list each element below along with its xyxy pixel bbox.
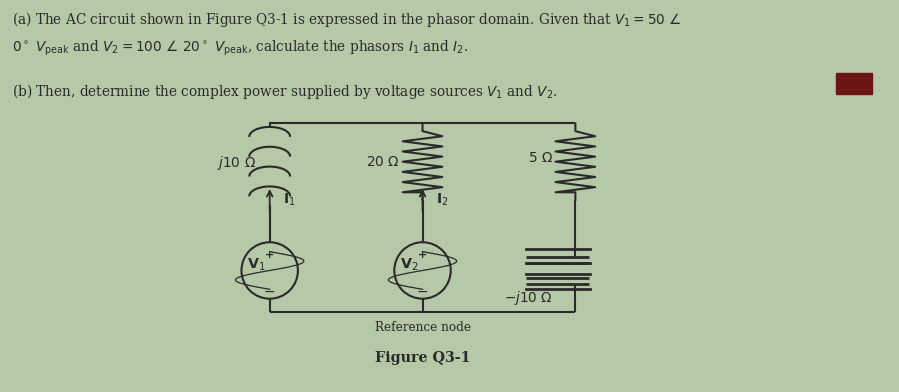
Text: −: −	[417, 285, 428, 299]
Text: $\mathbf{I}_2$: $\mathbf{I}_2$	[436, 192, 449, 208]
Text: $0^\circ\ V_\mathrm{peak}$ and $V_2 = 100\ \angle\ 20^\circ\ V_\mathrm{peak}$, c: $0^\circ\ V_\mathrm{peak}$ and $V_2 = 10…	[12, 39, 468, 58]
Text: −: −	[264, 285, 275, 299]
Text: $\mathbf{V}_2$: $\mathbf{V}_2$	[399, 256, 418, 273]
Text: +: +	[265, 250, 274, 260]
Text: Figure Q3-1: Figure Q3-1	[375, 351, 470, 365]
Text: $j10\ \Omega$: $j10\ \Omega$	[218, 154, 256, 172]
Text: $-j10\ \Omega$: $-j10\ \Omega$	[504, 289, 553, 307]
Text: $5\ \Omega$: $5\ \Omega$	[528, 151, 553, 165]
Text: Reference node: Reference node	[375, 321, 470, 334]
Text: +: +	[418, 250, 427, 260]
Text: $\mathbf{V}_1$: $\mathbf{V}_1$	[246, 256, 265, 273]
Text: (a) The AC circuit shown in Figure Q3-1 is expressed in the phasor domain. Given: (a) The AC circuit shown in Figure Q3-1 …	[12, 10, 681, 29]
Text: $20\ \Omega$: $20\ \Omega$	[367, 155, 400, 169]
Text: (b) Then, determine the complex power supplied by voltage sources $V_1$ and $V_2: (b) Then, determine the complex power su…	[12, 82, 557, 101]
Bar	[836, 73, 872, 94]
Text: $\mathbf{I}_1$: $\mathbf{I}_1$	[283, 192, 296, 208]
